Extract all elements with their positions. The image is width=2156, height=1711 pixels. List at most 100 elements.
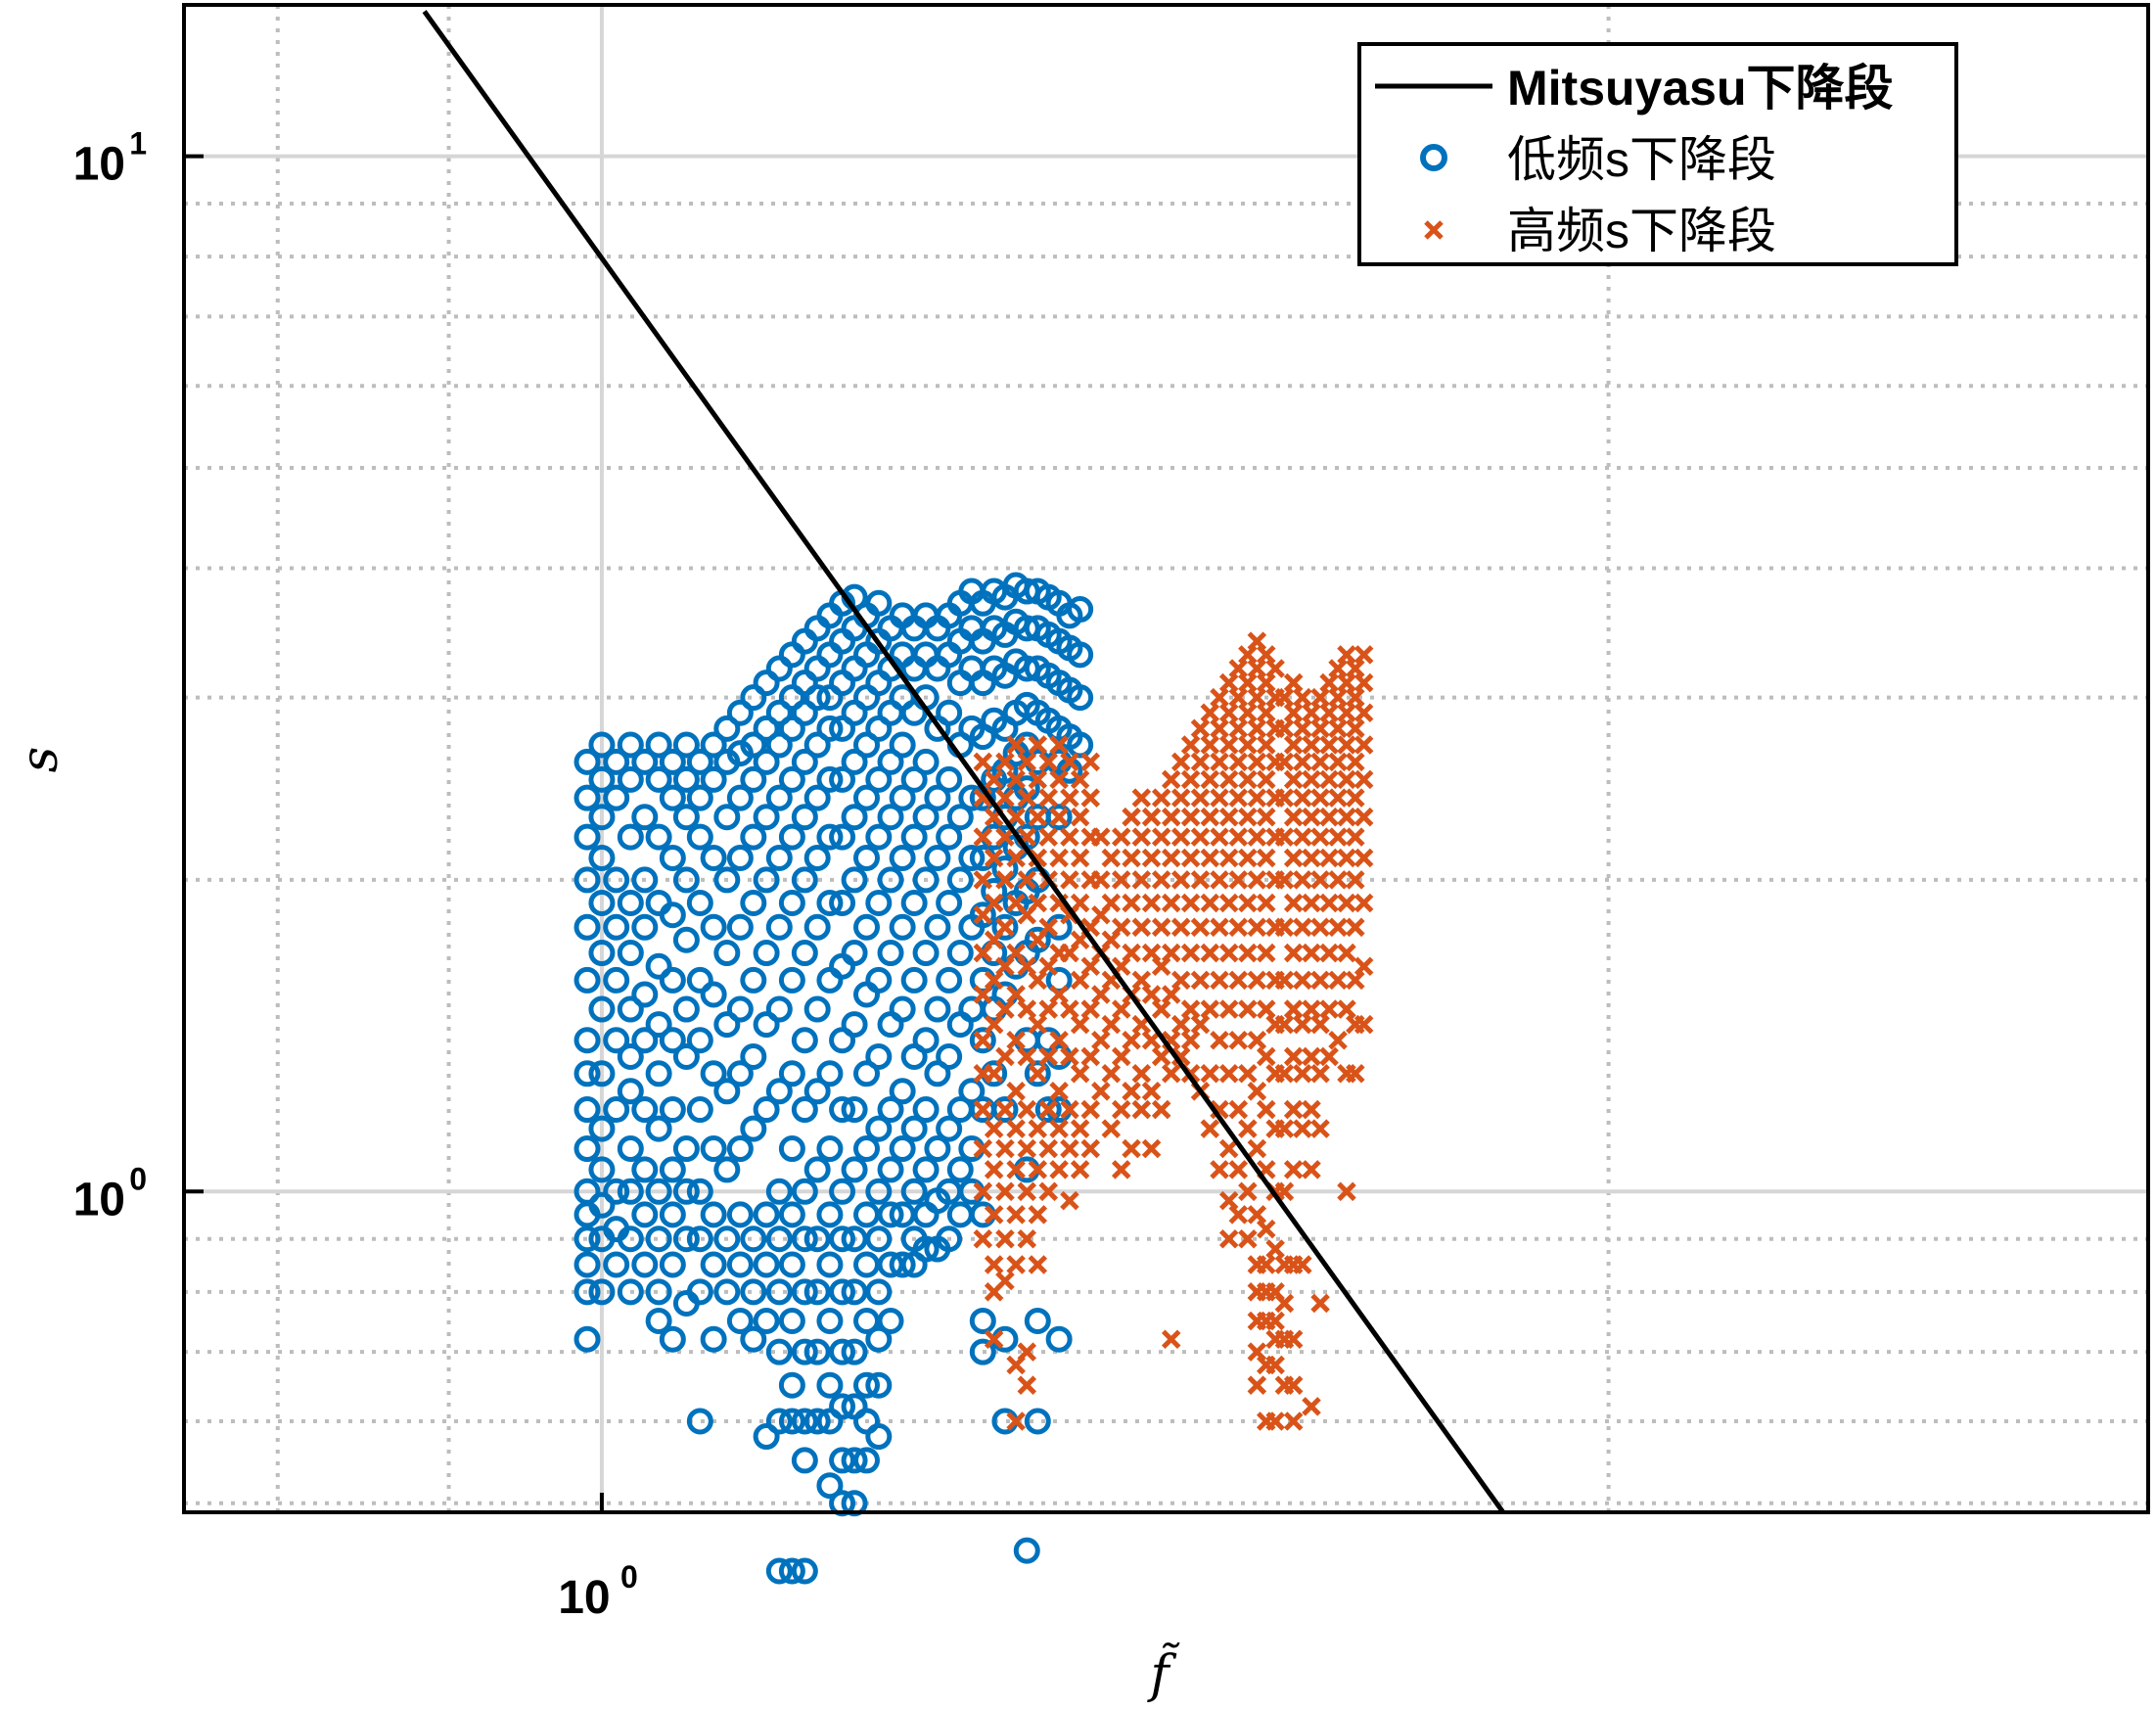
x-marker-stroke <box>984 1329 1004 1349</box>
data-point-low-frequency <box>791 699 818 726</box>
data-point-low-frequency <box>573 823 601 851</box>
data-point-low-frequency <box>936 1225 963 1253</box>
x-marker-stroke <box>1111 870 1131 890</box>
data-point-high-frequency <box>1238 807 1258 827</box>
data-point-low-frequency <box>726 784 754 811</box>
data-point-low-frequency <box>686 1408 713 1435</box>
data-point-high-frequency <box>1028 769 1048 790</box>
x-marker-stroke <box>973 870 993 890</box>
data-point-high-frequency <box>1256 769 1276 790</box>
x-marker-stroke <box>984 1205 1004 1225</box>
data-point-high-frequency <box>1161 848 1181 868</box>
data-point-high-frequency <box>1283 735 1304 755</box>
x-marker-stroke <box>1006 1205 1026 1225</box>
data-point-low-frequency <box>740 823 767 851</box>
data-point-high-frequency <box>1151 1046 1171 1067</box>
data-point-high-frequency <box>1028 1064 1048 1084</box>
x-marker-stroke <box>1293 917 1312 938</box>
data-point-high-frequency <box>1247 659 1267 678</box>
data-point-high-frequency <box>1210 752 1229 772</box>
data-point-high-frequency <box>1274 687 1295 708</box>
data-point-high-frequency <box>1274 788 1295 808</box>
x-marker-stroke <box>1353 769 1374 790</box>
data-point-high-frequency <box>1293 827 1312 847</box>
data-point-low-frequency <box>765 1338 793 1365</box>
x-marker-stroke <box>1346 970 1365 991</box>
data-point-low-frequency <box>603 1096 630 1124</box>
data-point-high-frequency <box>1017 1228 1037 1249</box>
data-point-high-frequency <box>1353 735 1374 755</box>
data-point-high-frequency <box>1131 970 1152 991</box>
x-marker-stroke <box>1049 985 1069 1004</box>
x-marker-stroke <box>1190 788 1211 808</box>
data-point-high-frequency <box>1228 1030 1249 1050</box>
data-point-high-frequency <box>973 1181 993 1202</box>
data-point-high-frequency <box>1228 718 1249 739</box>
x-marker-stroke <box>1200 807 1220 827</box>
data-point-high-frequency <box>1049 1030 1069 1050</box>
x-marker-stroke <box>1131 917 1152 938</box>
x-marker-stroke <box>1228 718 1249 739</box>
x-marker-stroke <box>1228 1030 1249 1050</box>
data-point-high-frequency <box>1274 1064 1295 1084</box>
x-marker-stroke <box>1151 999 1171 1019</box>
data-point-high-frequency <box>1141 848 1162 868</box>
x-marker-stroke <box>1274 827 1295 847</box>
data-point-low-frequency <box>603 1027 630 1054</box>
x-marker-stroke <box>1111 1099 1131 1120</box>
data-point-high-frequency <box>1101 1064 1122 1084</box>
data-point-high-frequency <box>1353 956 1374 977</box>
data-point-high-frequency <box>1218 807 1239 827</box>
data-point-low-frequency <box>958 1078 986 1105</box>
x-marker-stroke <box>1151 1099 1171 1120</box>
data-point-low-frequency <box>686 889 713 916</box>
x-marker-stroke <box>1228 827 1249 847</box>
x-marker-stroke <box>1017 1046 1037 1067</box>
data-point-high-frequency <box>1353 1014 1374 1035</box>
x-marker-stroke <box>1038 1099 1059 1120</box>
x-marker-stroke <box>1190 970 1211 991</box>
data-point-high-frequency <box>1049 1160 1069 1179</box>
x-marker-stroke <box>1006 769 1026 790</box>
data-point-low-frequency <box>588 844 616 871</box>
data-point-low-frequency <box>617 1078 644 1105</box>
x-marker-stroke <box>1006 1160 1026 1179</box>
data-point-high-frequency <box>1060 999 1079 1019</box>
data-point-high-frequency <box>995 1271 1015 1291</box>
data-point-high-frequency <box>1228 827 1249 847</box>
data-point-low-frequency <box>659 784 686 811</box>
data-point-low-frequency <box>924 784 951 811</box>
x-marker-stroke <box>1141 1082 1162 1101</box>
data-point-high-frequency <box>1060 788 1079 808</box>
x-tick-exponent: 0 <box>620 1559 638 1595</box>
x-marker-stroke <box>1256 1099 1276 1120</box>
data-point-high-frequency <box>1028 735 1048 755</box>
data-point-high-frequency <box>1170 1046 1191 1067</box>
x-marker-stroke <box>1346 788 1365 808</box>
data-point-low-frequency <box>573 866 601 894</box>
data-point-high-frequency <box>1180 999 1201 1019</box>
data-point-low-frequency <box>877 866 904 894</box>
data-point-high-frequency <box>1190 718 1211 739</box>
x-marker-stroke <box>1141 807 1162 827</box>
x-marker-stroke <box>1302 769 1321 790</box>
x-marker-stroke <box>1049 1119 1069 1138</box>
data-point-high-frequency <box>1131 1064 1152 1084</box>
x-marker-stroke <box>1228 1205 1249 1225</box>
x-marker-stroke <box>1006 1030 1026 1050</box>
data-point-high-frequency <box>1218 703 1239 722</box>
data-point-low-frequency <box>829 1447 856 1474</box>
data-point-low-frequency <box>791 748 818 775</box>
x-marker-stroke <box>1028 769 1048 790</box>
x-marker-stroke <box>1337 703 1356 722</box>
data-point-high-frequency <box>1337 645 1356 665</box>
x-marker-stroke <box>1346 659 1365 678</box>
x-marker-stroke <box>1080 999 1101 1019</box>
data-point-high-frequency <box>1210 1099 1229 1120</box>
x-marker-stroke <box>1247 827 1267 847</box>
data-point-low-frequency <box>726 1060 754 1087</box>
data-point-high-frequency <box>1170 1014 1191 1035</box>
data-point-high-frequency <box>1006 1255 1026 1274</box>
data-point-low-frequency <box>841 1096 868 1124</box>
data-point-high-frequency <box>1319 893 1339 913</box>
